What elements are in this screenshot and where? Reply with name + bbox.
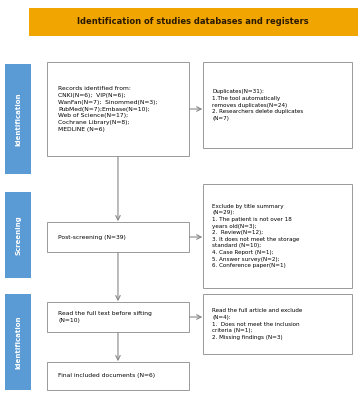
FancyBboxPatch shape — [47, 302, 189, 332]
Text: Records identified from:
CNKI(N=6);  VIP(N=6);
WanFan(N=7);  Sinommed(N=3);
PubM: Records identified from: CNKI(N=6); VIP(… — [58, 86, 158, 132]
Text: Post-screening (N=39): Post-screening (N=39) — [58, 234, 126, 240]
FancyBboxPatch shape — [47, 222, 189, 252]
FancyBboxPatch shape — [203, 62, 352, 148]
FancyBboxPatch shape — [47, 362, 189, 390]
Text: Final included documents (N=6): Final included documents (N=6) — [58, 374, 155, 378]
Text: Identification of studies databases and registers: Identification of studies databases and … — [77, 18, 309, 26]
FancyBboxPatch shape — [203, 184, 352, 288]
Text: Exclude by title summary
(N=29):
1. The patient is not over 18
years old(N=3);
2: Exclude by title summary (N=29): 1. The … — [212, 204, 300, 268]
Text: Duplicates(N=31):
1.The tool automatically
removes duplicates(N=24)
2. Researche: Duplicates(N=31): 1.The tool automatical… — [212, 89, 303, 121]
FancyBboxPatch shape — [29, 8, 358, 36]
Text: Identification: Identification — [15, 315, 21, 369]
FancyBboxPatch shape — [47, 62, 189, 156]
Text: Read the full article and exclude
(N=4):
1.  Does not meet the inclusion
criteri: Read the full article and exclude (N=4):… — [212, 308, 303, 340]
FancyBboxPatch shape — [203, 294, 352, 354]
FancyBboxPatch shape — [5, 64, 31, 174]
FancyBboxPatch shape — [5, 192, 31, 278]
FancyBboxPatch shape — [5, 294, 31, 390]
Text: Read the full text before sifting
(N=10): Read the full text before sifting (N=10) — [58, 311, 152, 323]
Text: Screening: Screening — [15, 215, 21, 255]
Text: Identification: Identification — [15, 92, 21, 146]
